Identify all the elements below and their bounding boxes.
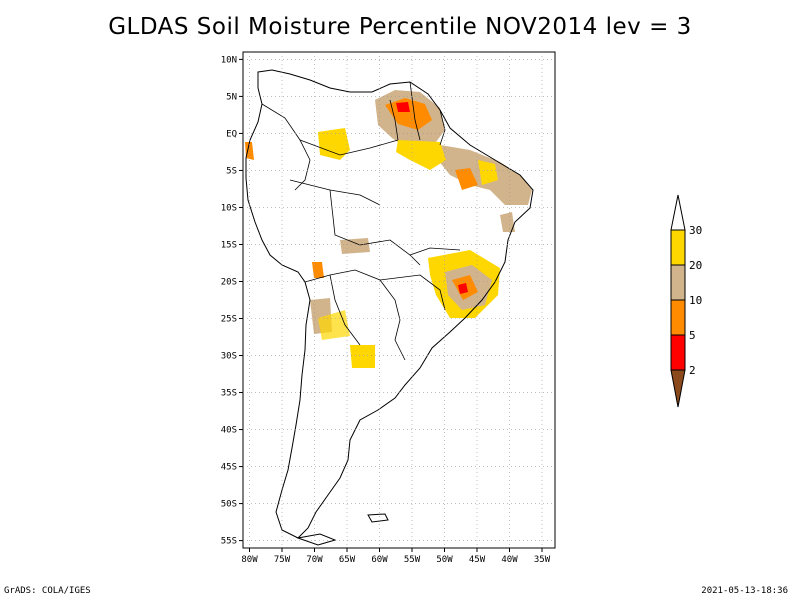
colorbar-label: 2 (689, 364, 696, 377)
colorbar-arrow-top (670, 194, 686, 231)
tierra-del-fuego-outline (296, 533, 337, 546)
shading-argentina-yellow (350, 345, 375, 368)
colorbar-arrow-bottom (670, 369, 686, 408)
colorbar-segment-20-30 (670, 229, 686, 266)
lon-tick-label: 60W (371, 555, 388, 565)
lat-tick-label: 15S (221, 240, 237, 250)
lon-tick-label: 75W (274, 555, 291, 565)
shading-ecuador-red (245, 142, 254, 160)
lat-tick-label: EQ (226, 129, 237, 139)
longitude-labels: 80W 75W 70W 65W 60W 55W 50W 45W 40W 35W (241, 555, 550, 565)
lon-tick-label: 55W (404, 555, 421, 565)
lat-tick-label: 25S (221, 315, 237, 325)
colorbar-segment-2-5 (670, 334, 686, 371)
shading-peru-orange (312, 262, 324, 278)
colorbar-label: 20 (689, 259, 702, 272)
falklands-outline (367, 513, 389, 523)
lat-tick-label: 5N (226, 92, 237, 102)
lat-tick-label: 5S (226, 166, 237, 176)
shading-colombia-yellow (318, 128, 350, 160)
lat-tick-label: 10N (221, 55, 237, 65)
lon-tick-label: 50W (436, 555, 453, 565)
page-title: GLDAS Soil Moisture Percentile NOV2014 l… (108, 14, 692, 40)
shading-bolivia-tan (340, 238, 370, 254)
shading-guianas-red (396, 102, 410, 112)
lat-tick-label: 40S (221, 426, 237, 436)
gridlines (239, 52, 555, 552)
shading-ne-coast-orange (455, 168, 478, 190)
lat-tick-label: 55S (221, 537, 237, 547)
lat-tick-label: 10S (221, 203, 237, 213)
shading-ne-yellow (478, 160, 498, 185)
country-borders (261, 81, 461, 361)
colorbar-label: 10 (689, 294, 702, 307)
shading-ne-brazil-yellow (396, 140, 446, 170)
footer-timestamp: 2021-05-13-18:36 (701, 586, 788, 596)
latitude-labels: 10N 5N EQ 5S 10S 15S 20S 25S 30S 35S 40S 45S 50S 55S (221, 55, 237, 546)
lon-tick-label: 35W (534, 555, 551, 565)
colorbar-label: 5 (689, 329, 696, 342)
soil-moisture-shading (245, 90, 532, 368)
lat-tick-label: 50S (221, 500, 237, 510)
lon-tick-label: 45W (469, 555, 486, 565)
lat-tick-label: 30S (221, 352, 237, 362)
lon-tick-label: 40W (501, 555, 518, 565)
colorbar-label: 30 (689, 224, 702, 237)
footer-credit: GrADS: COLA/IGES (4, 586, 91, 596)
lat-tick-label: 45S (221, 463, 237, 473)
lat-tick-label: 20S (221, 277, 237, 287)
shading-coast-tan (500, 212, 515, 232)
map-plot-area (242, 51, 556, 549)
colorbar-segment-10-20 (670, 264, 686, 301)
lon-tick-label: 70W (306, 555, 323, 565)
colorbar: 2 5 10 20 30 (670, 194, 702, 408)
continent-outline (245, 69, 534, 539)
shading-se-brazil-red (458, 283, 468, 294)
lon-tick-label: 65W (339, 555, 356, 565)
colorbar-segment-5-10 (670, 299, 686, 336)
lat-tick-label: 35S (221, 389, 237, 399)
lon-tick-label: 80W (241, 555, 258, 565)
